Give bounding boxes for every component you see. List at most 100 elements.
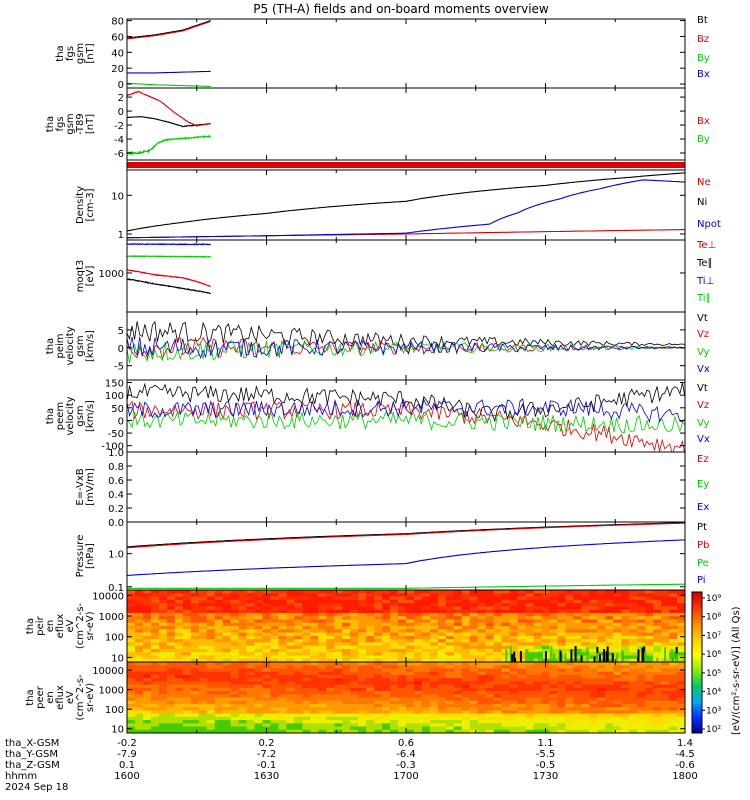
spectrogram-cell — [493, 652, 503, 657]
spectrogram-cell — [278, 593, 288, 598]
spectrogram-cell — [565, 684, 574, 689]
spectrogram-cell — [669, 687, 678, 692]
spectrogram-cell — [358, 716, 367, 721]
spectrogram-cell — [134, 687, 144, 692]
spectrogram-cell — [127, 700, 136, 705]
y-tick-label: 150 — [105, 379, 124, 390]
spectrogram-cell — [597, 668, 606, 673]
spectrogram-cell — [461, 687, 471, 692]
spectrogram-cell — [270, 642, 280, 647]
spectrogram-cell — [310, 665, 319, 670]
spectrogram-cell — [653, 593, 662, 598]
spectrogram-cell — [461, 726, 471, 731]
spectrogram-cell — [182, 609, 192, 614]
spectrogram-cell — [493, 723, 503, 728]
spectrogram-cell — [398, 729, 407, 733]
spectrogram-cell — [286, 590, 295, 594]
spectrogram-cell — [461, 612, 471, 617]
spectrogram-cell — [382, 707, 391, 712]
spectrogram-cell — [310, 645, 319, 650]
spectrogram-cell — [286, 684, 295, 689]
spectrogram-cell — [150, 596, 160, 601]
spectrogram-cell — [613, 596, 622, 601]
spectrogram-cell — [334, 658, 343, 662]
spectrogram-cell — [358, 671, 367, 676]
spectrogram-cell — [254, 707, 264, 712]
spectrogram-cell — [645, 684, 654, 689]
spectrogram-cell — [589, 593, 598, 598]
spectrogram-cell — [597, 720, 606, 724]
spectrogram-cell — [573, 681, 582, 686]
spectrogram-cell — [501, 599, 511, 604]
spectrogram-cell — [142, 707, 152, 712]
spectrogram-cell — [246, 678, 256, 682]
spectrogram-cell — [477, 710, 487, 715]
spectrogram-cell — [406, 603, 415, 607]
spectrogram-cell — [437, 678, 447, 682]
spectrogram-cell — [406, 694, 415, 699]
spectrogram-cell — [198, 612, 208, 617]
spectrogram-cell — [669, 723, 678, 728]
spectrogram-cell — [541, 629, 551, 634]
spectrogram-cell — [390, 723, 399, 728]
spectrogram-cell — [629, 697, 638, 702]
y-axis-label: tha peim velocity gsm [km/s] — [45, 326, 96, 365]
series-Vz — [127, 336, 685, 361]
spectrogram-cell — [206, 590, 216, 594]
spectrogram-cell — [318, 720, 327, 724]
spectrogram-cell — [589, 720, 598, 724]
spectrogram-cell — [605, 593, 614, 598]
spectrogram-cell — [501, 691, 511, 695]
spectrogram-cell — [254, 590, 264, 594]
spectrogram-cell — [509, 713, 519, 718]
spectrogram-cell — [485, 729, 495, 733]
spectrogram-cell — [557, 645, 567, 650]
spectrogram-cell — [142, 713, 152, 718]
spectrogram-cell — [286, 700, 295, 705]
spectrogram-cell — [645, 665, 654, 670]
spectrogram-cell — [294, 671, 303, 676]
spectrogram-cell — [166, 590, 176, 594]
spectrogram-cell — [286, 658, 295, 662]
spectrogram-cell — [469, 720, 479, 724]
spectrogram-cell — [461, 665, 471, 670]
spectrogram-cell — [230, 603, 240, 607]
spectrogram-cell — [421, 707, 431, 712]
spectrogram-cell — [182, 668, 192, 673]
spectrogram-cell — [326, 612, 335, 617]
spectrogram-cell — [445, 668, 455, 673]
spectrogram-cell — [318, 726, 327, 731]
spectrogram-cell — [342, 593, 351, 598]
spectrogram-cell — [677, 700, 685, 705]
spectrogram-cell — [677, 622, 685, 627]
spectrogram-cell — [605, 665, 614, 670]
spectrogram-cell — [286, 671, 295, 676]
spectrogram-cell — [302, 612, 311, 617]
spectrogram-cell — [557, 606, 567, 611]
spectrogram-cell — [421, 687, 431, 692]
spectrogram-noise — [596, 652, 599, 662]
spectrogram-cell — [382, 720, 391, 724]
spectrogram-cell — [134, 629, 144, 634]
spectrogram-cell — [270, 655, 280, 660]
spectrogram-cell — [445, 606, 455, 611]
spectrogram-cell — [421, 626, 431, 630]
spectrogram-cell — [190, 642, 200, 647]
spectrogram-cell — [246, 606, 256, 611]
spectrogram-cell — [413, 609, 423, 614]
spectrogram-cell — [150, 642, 160, 647]
spectrogram-cell — [477, 678, 487, 682]
spectrogram-cell — [238, 622, 248, 627]
spectrogram-cell — [629, 629, 638, 634]
spectrogram-cell — [461, 626, 471, 630]
spectrogram-cell — [605, 658, 614, 662]
spectrogram-cell — [350, 707, 359, 712]
spectrogram-cell — [541, 694, 551, 699]
spectrogram-cell — [318, 629, 327, 634]
spectrogram-cell — [214, 596, 224, 601]
spectrogram-cell — [334, 678, 343, 682]
spectrogram-cell — [613, 687, 622, 692]
spectrogram-cell — [278, 612, 288, 617]
spectrogram-cell — [198, 729, 208, 733]
